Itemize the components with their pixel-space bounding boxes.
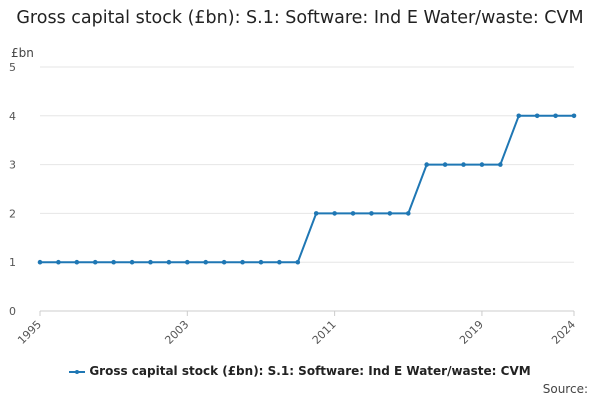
series-line (40, 114, 574, 264)
data-point (332, 211, 337, 216)
data-point (369, 211, 374, 216)
data-point (111, 259, 116, 265)
y-tick-label: 4 (9, 110, 16, 123)
data-point (185, 259, 190, 265)
gridlines (40, 66, 574, 312)
y-tick-label: 2 (9, 207, 16, 220)
data-point (295, 259, 301, 265)
data-point (74, 259, 80, 265)
data-point (240, 259, 245, 265)
data-point (553, 113, 558, 119)
data-point (442, 162, 448, 167)
data-point (313, 211, 319, 216)
data-point (350, 211, 356, 216)
data-point (461, 162, 466, 167)
data-point (148, 259, 153, 265)
y-tick-label: 1 (9, 256, 16, 269)
x-tick-label: 2011 (310, 318, 339, 347)
y-tick-label: 0 (9, 305, 16, 318)
x-tick-label: 1995 (15, 318, 44, 347)
data-point (424, 162, 429, 167)
data-point (479, 162, 485, 167)
chart-title: Gross capital stock (£bn): S.1: Software… (16, 8, 584, 28)
data-point (56, 259, 61, 265)
data-point (277, 259, 282, 265)
data-point (37, 259, 43, 265)
x-tick-label: 2019 (457, 318, 486, 347)
data-point (534, 113, 540, 119)
data-point (516, 113, 522, 119)
series-layer (37, 113, 577, 265)
axes: 0 1 2 3 4 5 1995 2003 2011 2019 2024 (9, 61, 578, 347)
y-axis-label: £bn (11, 46, 34, 60)
data-point (498, 162, 503, 167)
y-tick-label: 3 (9, 159, 16, 172)
legend-swatch (69, 367, 86, 377)
data-point (405, 211, 411, 216)
x-tick-label: 2024 (549, 318, 578, 347)
data-point (387, 211, 393, 216)
data-point (221, 259, 227, 265)
legend-label: Gross capital stock (£bn): S.1: Software… (89, 364, 531, 378)
y-tick-label: 5 (9, 61, 16, 74)
source-label: Source: (542, 382, 588, 396)
chart-plot: £bn 0 1 2 3 4 5 1995 2003 2011 2019 2024 (9, 46, 578, 347)
data-point (258, 259, 264, 265)
legend: Gross capital stock (£bn): S.1: Software… (0, 364, 600, 378)
data-point (166, 259, 172, 265)
x-tick-label: 2003 (162, 318, 191, 347)
data-point (203, 259, 209, 265)
data-point (571, 113, 577, 119)
data-point (129, 259, 135, 265)
data-point (92, 259, 98, 265)
